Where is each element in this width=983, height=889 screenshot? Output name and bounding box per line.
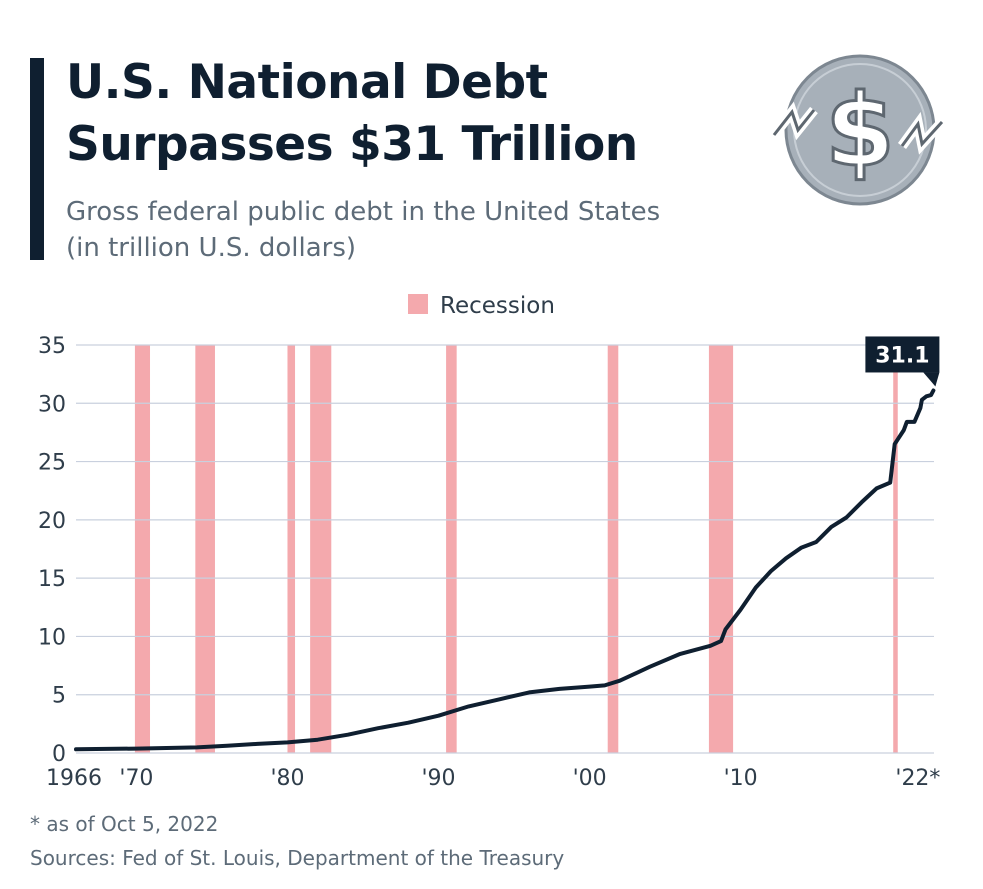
x-tick-label-2010: '10 [724, 766, 758, 791]
recession-band-0 [134, 345, 151, 753]
recession-band-5 [607, 345, 619, 753]
recession-bands [134, 345, 898, 753]
recession-band-4 [446, 345, 457, 753]
y-axis-tick-labels: 0 5 10 15 20 25 30 35 [38, 334, 66, 767]
chart-title-line1: U.S. National Debt [66, 55, 548, 110]
y-tick-label-20: 20 [38, 509, 66, 534]
x-tick-label-1990: '90 [422, 766, 456, 791]
y-tick-label-30: 30 [38, 392, 66, 417]
sources-note: Sources: Fed of St. Louis, Department of… [30, 846, 565, 870]
x-tick-label-1980: '80 [270, 766, 304, 791]
recession-band-2 [287, 345, 296, 753]
x-tick-label-2022: '22* [895, 766, 940, 791]
callout-label-0: 31.1 [875, 343, 929, 368]
chart-subtitle-line1: Gross federal public debt in the United … [66, 197, 661, 227]
chart-subtitle-line2: (in trillion U.S. dollars) [66, 233, 357, 263]
callout-box-0 [865, 336, 940, 373]
chart-subtitle: Gross federal public debt in the United … [66, 194, 660, 266]
y-tick-label-25: 25 [38, 451, 66, 476]
debt-line [74, 388, 936, 752]
grid-lines [76, 344, 934, 754]
title-accent-bar [30, 58, 44, 260]
y-tick-label-5: 5 [52, 684, 66, 709]
x-tick-label-1966: 1966 [46, 766, 102, 791]
chart-title-line2: Surpasses $31 Trillion [66, 117, 638, 172]
x-tick-label-2000: '00 [573, 766, 607, 791]
y-tick-label-0: 0 [52, 742, 66, 767]
callout-pointer-0 [923, 372, 940, 387]
x-axis-tick-labels: 1966 '70 '80 '90 '00 '10 '22* [46, 766, 940, 791]
x-tick-label-1970: '70 [119, 766, 153, 791]
chart-legend: Recession [408, 293, 555, 319]
debt-line-chart: Recession 0 5 10 15 20 25 30 35 1966 '70 '80 '90 '0… [38, 293, 940, 791]
svg-text:$: $ [825, 72, 895, 189]
latest-value-callout: 31.1 [865, 336, 940, 387]
y-tick-label-35: 35 [38, 334, 66, 359]
debt-series [74, 388, 936, 752]
y-tick-label-15: 15 [38, 567, 66, 592]
footnote: * as of Oct 5, 2022 [30, 812, 219, 836]
recession-band-6 [708, 345, 734, 753]
recession-band-7 [893, 345, 898, 753]
legend-recession-label: Recession [440, 293, 555, 319]
y-tick-label-10: 10 [38, 625, 66, 650]
chart-title: U.S. National Debt Surpasses $31 Trillio… [66, 52, 638, 176]
dollar-coin-falling-icon: $ [770, 54, 946, 206]
recession-band-3 [310, 345, 332, 753]
legend-recession-swatch [408, 294, 428, 314]
recession-band-1 [195, 345, 215, 753]
